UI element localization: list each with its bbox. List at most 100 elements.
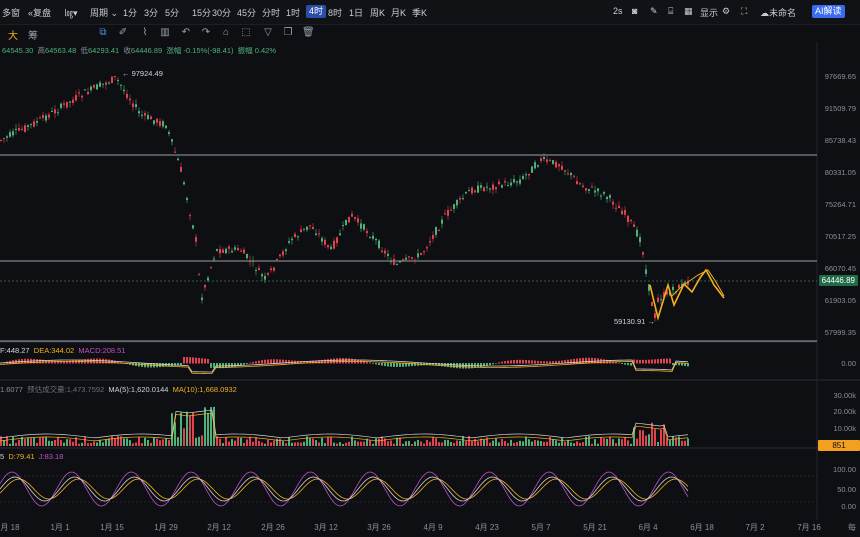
settings-icon[interactable]: ⚙ bbox=[722, 6, 731, 16]
interval-5[interactable]: 45分 bbox=[237, 8, 257, 18]
volume-bar bbox=[237, 437, 239, 446]
macd-bar bbox=[39, 359, 41, 364]
candle bbox=[651, 301, 653, 307]
period-dropdown[interactable]: 周期 ⌄ bbox=[90, 6, 118, 19]
interval-6[interactable]: 分时 bbox=[262, 8, 281, 18]
volume-bar bbox=[306, 436, 308, 446]
volume-bar bbox=[48, 440, 50, 446]
interval-0[interactable]: 1分 bbox=[123, 8, 138, 18]
volume-bar bbox=[552, 439, 554, 446]
grid-icon[interactable]: ▦ bbox=[684, 6, 693, 16]
ai-interpret-button[interactable]: AI解读 bbox=[812, 5, 845, 18]
pen-icon[interactable]: ✐ bbox=[118, 27, 128, 38]
select-icon[interactable]: ⧉ bbox=[99, 27, 107, 38]
candle bbox=[246, 253, 248, 259]
volume-bar bbox=[639, 430, 641, 446]
undo-icon[interactable]: ↶ bbox=[181, 27, 191, 38]
candle bbox=[99, 82, 101, 87]
macd-bar bbox=[573, 358, 575, 364]
volume-bar bbox=[372, 443, 374, 446]
price-tick-4: 75264.71 bbox=[824, 200, 856, 209]
macd-bar bbox=[252, 361, 254, 364]
volume-bar bbox=[432, 436, 434, 446]
macd-bar bbox=[333, 358, 335, 364]
candle bbox=[321, 238, 323, 242]
cloud-layout-button[interactable]: ☁未命名 bbox=[760, 6, 796, 19]
interval-9[interactable]: 8时 bbox=[328, 8, 343, 18]
candle bbox=[426, 247, 428, 249]
candle bbox=[39, 117, 41, 119]
macd-bar bbox=[270, 359, 272, 364]
interval-11[interactable]: 周K bbox=[370, 8, 386, 18]
interval-2[interactable]: 5分 bbox=[165, 8, 180, 18]
volume-bar bbox=[60, 440, 62, 446]
macd-bar bbox=[138, 363, 140, 367]
edit-icon[interactable]: ✎ bbox=[650, 6, 658, 16]
display-button[interactable]: 显示 bbox=[700, 8, 719, 18]
interval-7[interactable]: 1时 bbox=[286, 8, 301, 18]
macd-bar bbox=[654, 359, 656, 364]
trash-icon[interactable]: 🗑 bbox=[302, 27, 315, 38]
indicator-icon[interactable]: ⌸ bbox=[668, 6, 674, 16]
multi-window-button[interactable]: 多窗 bbox=[2, 8, 21, 18]
ohlc-readout: 64545.30 高64563.48 低64293.41 收64446.89 涨… bbox=[2, 46, 277, 55]
tab-chips[interactable]: 筹 bbox=[28, 31, 38, 42]
tab-main[interactable]: 大 bbox=[8, 31, 18, 42]
macd-bar bbox=[435, 363, 437, 366]
tag-icon[interactable]: ⌂ bbox=[222, 27, 230, 38]
macd-bar bbox=[588, 357, 590, 364]
volume-ma5: MA(5):1,620.0144 bbox=[108, 385, 169, 394]
volume-bar bbox=[396, 437, 398, 446]
filter-icon[interactable]: ▽ bbox=[264, 27, 272, 38]
replay-button[interactable]: «复盘 bbox=[28, 6, 51, 19]
volume-bar bbox=[171, 413, 173, 446]
volume-bar bbox=[393, 443, 395, 446]
copy-icon[interactable]: ❐ bbox=[283, 27, 293, 38]
layout-icon[interactable]: ▥ bbox=[160, 27, 170, 38]
redo-icon[interactable]: ↷ bbox=[201, 27, 211, 38]
macd-bar bbox=[684, 363, 686, 367]
macd-bar bbox=[552, 361, 554, 364]
refresh-rate[interactable]: 2s bbox=[613, 6, 623, 16]
volume-bar bbox=[321, 437, 323, 446]
interval-3[interactable]: 15分 bbox=[192, 8, 212, 18]
macd-bar bbox=[312, 360, 314, 364]
candle bbox=[192, 225, 194, 229]
interval-4[interactable]: 30分 bbox=[212, 8, 232, 18]
candle bbox=[15, 128, 17, 130]
interval-8[interactable]: 4时 bbox=[306, 5, 327, 18]
interval-13[interactable]: 季K bbox=[412, 8, 428, 18]
interval-12[interactable]: 月K bbox=[391, 8, 407, 18]
macd-bar bbox=[459, 363, 461, 369]
cloud-icon: ☁ bbox=[760, 8, 769, 18]
macd-bar bbox=[105, 359, 107, 364]
macd-bar bbox=[114, 360, 116, 364]
volume-bar bbox=[675, 437, 677, 446]
volume-bar bbox=[207, 412, 209, 446]
volume-bar bbox=[573, 443, 575, 446]
volume-bar bbox=[597, 443, 599, 446]
macd-bar bbox=[288, 360, 290, 364]
volume-bar bbox=[621, 439, 623, 446]
interval-1[interactable]: 3分 bbox=[144, 8, 159, 18]
macd-bar bbox=[663, 358, 665, 364]
cursor-icon[interactable]: ⬚ bbox=[241, 27, 251, 38]
candle bbox=[483, 187, 485, 192]
candle bbox=[411, 257, 413, 259]
volume-bar bbox=[246, 439, 248, 446]
candle bbox=[6, 136, 8, 138]
interval-10[interactable]: 1日 bbox=[349, 8, 364, 18]
volume-bar bbox=[192, 412, 194, 446]
camera-icon[interactable]: ◙ bbox=[632, 6, 638, 16]
volume-bar bbox=[24, 438, 26, 446]
price-tick-1: 91509.79 bbox=[824, 104, 856, 113]
candle bbox=[141, 114, 143, 116]
macd-bar bbox=[309, 360, 311, 364]
chart-type-icon[interactable]: ㏒▾ bbox=[64, 8, 78, 18]
fullscreen-icon[interactable]: ⛶ bbox=[741, 6, 748, 16]
volume-bar bbox=[90, 443, 92, 446]
volume-bar bbox=[504, 441, 506, 446]
ruler-icon[interactable]: ⌇ bbox=[142, 27, 148, 38]
volume-bar bbox=[366, 438, 368, 446]
